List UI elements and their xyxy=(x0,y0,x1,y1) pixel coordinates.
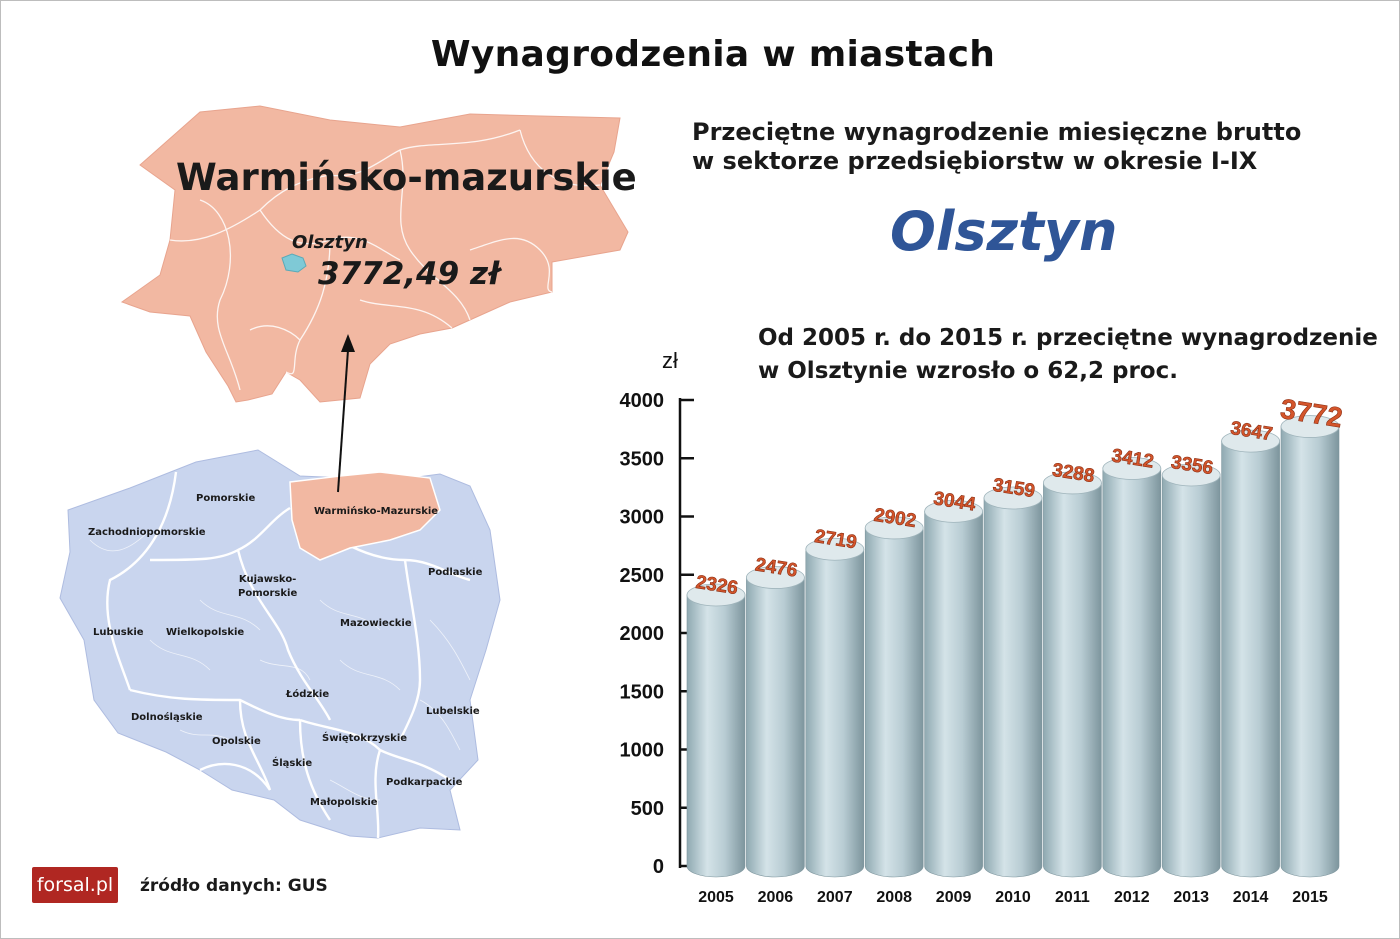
map-label-malopolskie: Małopolskie xyxy=(310,797,378,808)
bar-top xyxy=(1042,471,1102,495)
arrow-head-icon xyxy=(341,334,355,352)
bar-body xyxy=(686,594,746,878)
bar-body xyxy=(1043,482,1102,878)
y-tick-label: 500 xyxy=(631,798,664,820)
map-label-lodzkie: Łódzkie xyxy=(286,689,330,700)
bar-2014 xyxy=(1221,429,1280,878)
map-label-opolskie: Opolskie xyxy=(212,736,261,747)
bar-top xyxy=(1102,457,1162,480)
map-city-salary: 3772,49 zł xyxy=(318,256,500,292)
x-tick-label: 2011 xyxy=(1055,889,1090,906)
county-borders-poland xyxy=(89,529,471,801)
map-label-dolnoslaskie: Dolnośląskie xyxy=(131,712,203,723)
bar-top xyxy=(1161,463,1221,487)
bar-top xyxy=(983,486,1043,510)
salary-bar-chart: zł 0 500 1000 1500 2000 2500 3000 3500 4000 2326 2… xyxy=(620,348,1345,906)
bar-2015 xyxy=(1280,415,1340,878)
bar-body xyxy=(1102,468,1162,878)
x-tick-label: 2007 xyxy=(817,889,853,906)
bar-2006 xyxy=(745,566,805,878)
bar-2010 xyxy=(983,486,1043,878)
bar-body xyxy=(1280,426,1340,878)
bar-body xyxy=(924,511,983,878)
x-tick-label: 2005 xyxy=(698,889,734,906)
bar-body xyxy=(1161,474,1221,878)
bar-2008 xyxy=(864,516,924,878)
x-tick-label: 2010 xyxy=(995,889,1031,906)
map-label-warminsko-mazurskie: Warmińsko-Mazurskie xyxy=(314,506,439,517)
bar-2009 xyxy=(924,499,984,878)
bar-2005 xyxy=(686,583,746,878)
map-label-kujawsko-pomorskie: Kujawsko- Pomorskie xyxy=(238,574,298,599)
olsztyn-city-shape xyxy=(281,253,307,273)
forsal-logo: forsal.pl xyxy=(32,867,118,903)
map-label-mazowieckie: Mazowieckie xyxy=(340,618,412,629)
bar-2007 xyxy=(805,537,865,878)
bar-body xyxy=(864,527,924,878)
map-label-slaskie: Śląskie xyxy=(272,758,313,769)
y-tick-label: 2500 xyxy=(620,565,665,587)
bar-body xyxy=(746,577,805,878)
growth-note: Od 2005 r. do 2015 r. przeciętne wynagro… xyxy=(758,325,1378,384)
chart-axes: zł 0 500 1000 1500 2000 2500 3000 3500 4000 xyxy=(620,348,694,878)
bar-body xyxy=(805,548,865,878)
y-tick-label: 1000 xyxy=(620,740,665,762)
region-title: Warmińsko-mazurskie xyxy=(176,156,637,199)
y-tick-label: 1500 xyxy=(620,681,665,703)
bar-body xyxy=(1221,440,1280,878)
x-tick-label: 2012 xyxy=(1114,889,1150,906)
x-tick-label: 2014 xyxy=(1233,889,1269,906)
bar-top xyxy=(924,499,984,523)
y-tick-label: 3000 xyxy=(620,507,665,529)
connector-arrow xyxy=(337,349,349,493)
y-tick-label: 0 xyxy=(653,856,664,878)
bar-top xyxy=(686,583,746,607)
y-tick-label: 3500 xyxy=(620,448,665,470)
data-source-note: źródło danych: GUS xyxy=(140,876,328,896)
map-label-podkarpackie: Podkarpackie xyxy=(386,777,463,788)
bar-2012 xyxy=(1102,457,1162,878)
map-label-podlaskie: Podlaskie xyxy=(428,567,483,578)
x-tick-label: 2013 xyxy=(1173,889,1209,906)
x-tick-label: 2015 xyxy=(1292,889,1328,906)
county-borders xyxy=(169,129,601,391)
region-warminsko-mazurskie-small xyxy=(289,471,441,561)
bar-body xyxy=(983,497,1043,878)
x-tick-label: 2009 xyxy=(936,889,972,906)
y-tick-label: 4000 xyxy=(620,390,665,412)
bar-top xyxy=(864,516,924,540)
city-heading: Olsztyn xyxy=(890,200,1118,263)
x-tick-label: 2008 xyxy=(876,889,912,906)
bar-value-label: 2326 xyxy=(694,572,739,599)
y-axis-unit-label: zł xyxy=(662,348,678,373)
bar-value-label: 3412 xyxy=(1110,445,1155,472)
map-label-pomorskie: Pomorskie xyxy=(196,493,256,504)
chart-bars xyxy=(686,415,1340,878)
map-label-lubuskie: Lubuskie xyxy=(93,627,144,638)
bar-top xyxy=(745,566,805,589)
bar-2011 xyxy=(1042,471,1102,878)
map-city-name: Olsztyn xyxy=(292,232,368,253)
map-label-lubelskie: Lubelskie xyxy=(426,706,480,717)
y-tick-label: 2000 xyxy=(620,623,665,645)
x-tick-label: 2006 xyxy=(758,889,794,906)
map-label-swietokrzyskie: Świętokrzyskie xyxy=(322,733,408,744)
region-warminsko-mazurskie-enlarged xyxy=(120,105,629,403)
bar-top xyxy=(1221,429,1280,453)
chart-subtitle: Przeciętne wynagrodzenie miesięczne brut… xyxy=(692,118,1302,175)
bar-top xyxy=(805,537,865,561)
page-title: Wynagrodzenia w miastach xyxy=(430,34,996,75)
map-label-zachodniopomorskie: Zachodniopomorskie xyxy=(88,527,206,538)
poland-map xyxy=(59,105,629,839)
map-label-wielkopolskie: Wielkopolskie xyxy=(166,627,245,638)
bar-top xyxy=(1280,415,1340,438)
bar-2013 xyxy=(1161,463,1221,878)
